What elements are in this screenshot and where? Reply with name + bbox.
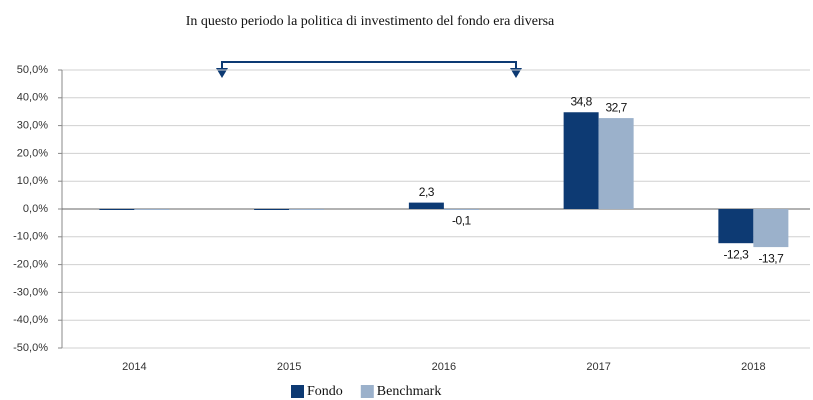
y-tick-label: 0,0% [23, 203, 48, 215]
annotation-bracket [221, 61, 517, 72]
x-tick-label: 2016 [432, 361, 456, 373]
x-tick-label: 2017 [586, 361, 610, 373]
data-label: -12,3 [723, 247, 749, 261]
y-tick-label: 20,0% [17, 147, 48, 159]
bar [598, 118, 634, 209]
data-label: 2,3 [419, 185, 435, 199]
data-label: 32,7 [605, 100, 627, 114]
legend-swatch [291, 385, 304, 398]
bar [443, 209, 479, 210]
y-tick-label: 40,0% [17, 92, 48, 104]
legend-label: Fondo [307, 384, 343, 399]
x-tick-label: 2015 [277, 361, 301, 373]
y-tick-label: 50,0% [17, 64, 48, 76]
y-tick-label: -50,0% [13, 342, 48, 354]
data-label: -0,1 [452, 213, 472, 227]
bar [99, 209, 135, 210]
legend-swatch [360, 385, 374, 398]
y-tick-label: 10,0% [17, 175, 48, 187]
y-tick-label: -10,0% [13, 231, 48, 243]
data-label: 34,8 [570, 94, 592, 108]
annotation: In questo periodo la politica di investi… [186, 14, 555, 29]
x-tick-label: 2014 [122, 361, 146, 373]
y-tick-label: -30,0% [13, 286, 48, 298]
bar [254, 209, 290, 210]
bar [563, 112, 599, 209]
y-tick-label: -20,0% [13, 259, 48, 271]
y-tick-label: -40,0% [13, 314, 48, 326]
bar [134, 209, 170, 210]
data-label: -13,7 [758, 251, 784, 265]
bar [718, 209, 754, 244]
bar [753, 209, 789, 248]
y-tick-label: 30,0% [17, 120, 48, 132]
bar [289, 209, 325, 210]
x-tick-label: 2018 [741, 361, 765, 373]
legend-label: Benchmark [377, 384, 442, 399]
bar [408, 202, 444, 209]
bracket-line [221, 61, 517, 72]
